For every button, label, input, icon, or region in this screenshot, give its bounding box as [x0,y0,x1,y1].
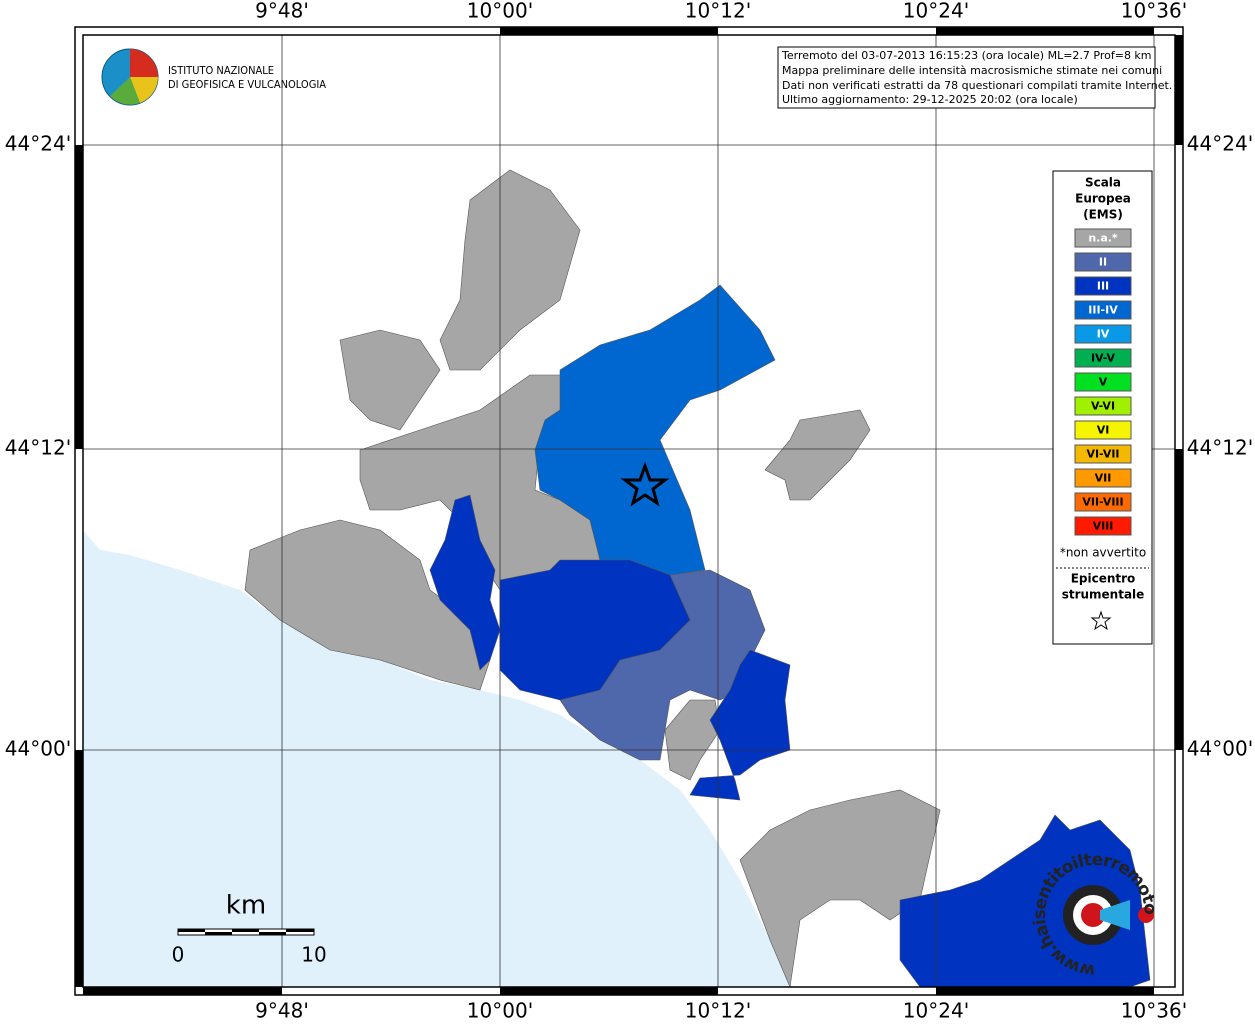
epicenter-star [620,461,670,507]
legend-label: VII-VIII [1082,496,1123,509]
legend-swatch [1074,228,1132,248]
legend-label: VI [1097,424,1110,437]
lat-label: 44°00' [5,737,71,761]
legend-swatch [1074,252,1132,272]
lon-label: 9°48' [255,999,309,1023]
legend-label: n.a.* [1088,232,1118,245]
legend-note: *non avvertito [1060,546,1146,560]
frame [74,26,1184,996]
legend-swatch [1074,300,1132,320]
lon-label: 10°00' [467,999,533,1023]
info-line: Terremoto del 03-07-2013 16:15:23 (ora l… [781,49,1152,62]
legend-epicenter: strumentale [1062,588,1145,602]
lon-label: 10°12' [685,0,751,23]
legend-swatch [1074,372,1132,392]
map-area [83,169,1151,989]
scale-label: 0 [172,943,185,967]
gray-regions [244,169,941,989]
scale-unit: km [226,891,266,921]
lon-label: 10°24' [903,999,969,1023]
lon-label: 10°00' [467,0,533,23]
lon-label: 10°12' [685,999,751,1023]
legend-label: III-IV [1088,304,1118,317]
legend-label: VII [1095,472,1112,485]
legend-label: VI-VII [1086,448,1119,461]
info-line: Dati non verificati estratti da 78 quest… [782,79,1172,92]
legend-swatch [1074,396,1132,416]
lat-label: 44°00' [1187,737,1253,761]
legend-label: IV [1097,328,1110,341]
legend-swatch [1074,444,1132,464]
legend-label: III [1097,280,1109,293]
blue-regions [429,494,1151,988]
legend-label: IV-V [1091,352,1116,365]
institute-name: ISTITUTO NAZIONALE [168,64,274,77]
legend-swatch [1074,492,1132,512]
graticule [83,35,1175,987]
info-line: Ultimo aggiornamento: 29-12-2025 20:02 (… [782,93,1078,106]
legend-swatch [1074,324,1132,344]
legend-swatch [1074,516,1132,536]
legend-epicenter: Epicentro [1071,572,1136,586]
lat-label: 44°12' [5,436,71,460]
legend-label: II [1099,256,1107,269]
legend-label: V-VI [1091,400,1115,413]
legend-label: VIII [1093,520,1114,533]
scale-label: 10 [301,943,326,967]
legend-swatch [1074,276,1132,296]
lat-label: 44°24' [1187,132,1253,156]
sea [83,530,790,987]
legend-title: Europea [1075,192,1131,206]
logo: ISTITUTO NAZIONALE DI GEOFISICA E VULCAN… [101,48,326,106]
legend-swatch [1074,420,1132,440]
lat-label: 44°12' [1187,436,1253,460]
legend: Scala Europea (EMS) *non avvertito Epice… [1052,170,1153,645]
info-box: Terremoto del 03-07-2013 16:15:23 (ora l… [777,46,1172,109]
info-line: Mappa preliminare delle intensità macros… [782,64,1162,77]
lon-label: 10°36' [1121,999,1187,1023]
legend-label: V [1099,376,1108,389]
legend-swatch [1074,468,1132,488]
lon-label: 10°24' [903,0,969,23]
lon-label: 10°36' [1121,0,1187,23]
region-iii-iv [534,284,776,576]
lat-label: 44°24' [5,132,71,156]
legend-star [1090,610,1112,631]
lon-label: 9°48' [255,0,309,23]
legend-title: (EMS) [1083,208,1123,222]
legend-title: Scala [1085,176,1121,190]
legend-swatch [1074,348,1132,368]
scale-bar: km 0 10 [172,891,327,967]
axis-labels: 9°48' 10°00' 10°12' 10°24' 10°36' 9°48' … [5,0,1253,1023]
institute-name: DI GEOFISICA E VULCANOLOGIA [168,78,326,91]
